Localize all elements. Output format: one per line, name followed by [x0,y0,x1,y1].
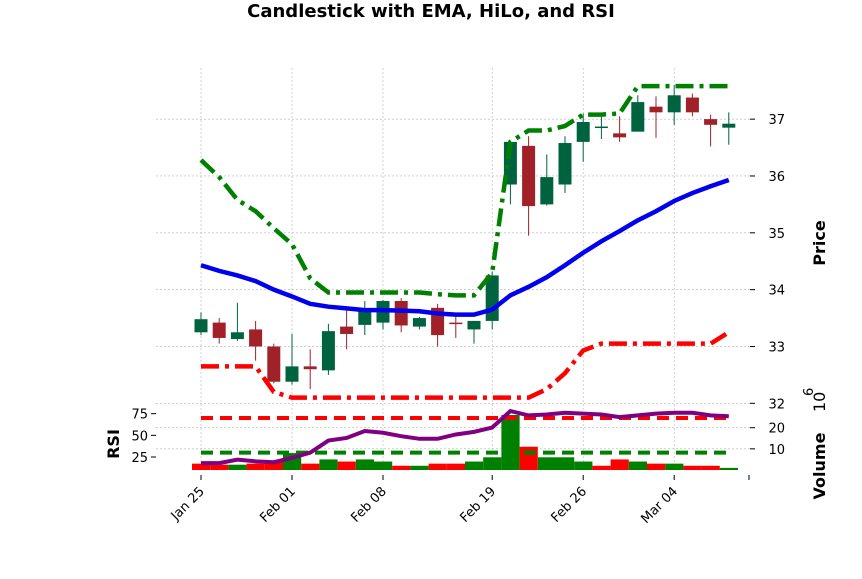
candle-body [412,318,426,327]
candle-body [449,322,463,325]
candle-body [303,366,317,370]
volume-bar [556,457,575,470]
volume-tick-label: 10 [768,443,785,458]
indicator-lines [199,83,730,400]
volume-bar [665,463,684,470]
candle-body [704,119,718,125]
candle-body [194,319,208,333]
volume-bar [628,461,647,470]
candle-body [649,106,663,113]
candle-body [631,102,645,132]
candle-body [340,326,354,334]
x-tick-label: Jan 25 [168,484,208,524]
volume-bar [592,465,611,470]
price-tick-label: 35 [768,227,785,242]
x-tick-label: Feb 26 [549,484,591,526]
candle-body [522,145,536,207]
candle-body [230,332,244,340]
volume-bar [392,465,411,470]
volume-bar [446,463,465,470]
rsi-line [201,408,729,466]
volume-bar [410,465,429,470]
candle-body [485,275,499,321]
x-tick-label: Feb 08 [348,484,390,526]
indicator-line [199,83,729,298]
volume-bar [574,461,593,470]
price-axis-label: Price [810,220,829,266]
volume-bar [501,415,520,470]
rsi-axis-label: RSI [104,429,123,459]
volume-bars [192,415,738,470]
rsi-tick-label: 75 [131,408,148,423]
price-tick-label: 33 [768,340,785,355]
candle-body [576,121,590,142]
volume-bar [701,465,720,470]
price-tick-label: 32 [768,397,785,412]
price-tick-label: 37 [768,113,785,128]
volume-bar [428,463,447,470]
candle-body [285,366,299,382]
candle-body [540,177,554,205]
volume-bar [319,459,338,470]
volume-bar [537,457,556,470]
candle-body [467,320,481,330]
x-tick-label: Mar 04 [638,484,681,527]
volume-exponent-power: 6 [802,388,817,396]
volume-axis-label: Volume [810,432,829,499]
grid-lines [156,68,750,470]
volume-bar [228,464,247,470]
volume-exponent-base: 10 [810,392,829,412]
rsi-tick-label: 25 [131,451,148,466]
volume-bar [301,463,320,470]
rsi-tick-label: 50 [131,429,148,444]
volume-bar [192,463,211,470]
x-tick-label: Feb 01 [257,484,299,526]
candle-body [685,97,699,113]
volume-bar [719,467,738,470]
indicator-line [201,330,730,400]
volume-bar [610,459,629,470]
volume-bar [483,457,502,470]
candle-body [722,123,736,128]
candle-body [249,329,263,347]
price-tick-label: 34 [768,284,785,299]
x-tick-label: Feb 19 [458,484,500,526]
price-tick-label: 36 [768,170,785,185]
volume-tick-label: 20 [768,422,785,437]
candle-body [613,133,627,138]
volume-bar [210,464,229,470]
volume-bar [647,463,666,470]
volume-bar [337,461,356,470]
volume-bar [519,446,538,470]
candle-body [394,301,408,326]
volume-bar [374,461,393,470]
candle-body [358,309,372,325]
candlesticks [194,85,736,390]
candle-body [267,346,281,382]
volume-bar [355,459,374,470]
chart-title: Candlestick with EMA, HiLo, and RSI [247,1,615,22]
rsi-panel [201,408,729,466]
volume-bar [264,461,283,470]
candle-body [558,143,572,185]
volume-bar [465,461,484,470]
candle-body [594,126,608,129]
candle-body [667,95,681,113]
candle-body [321,331,335,371]
indicator-line [200,177,730,317]
volume-bar [246,463,265,470]
volume-bar [683,465,702,470]
candle-body [212,322,226,338]
